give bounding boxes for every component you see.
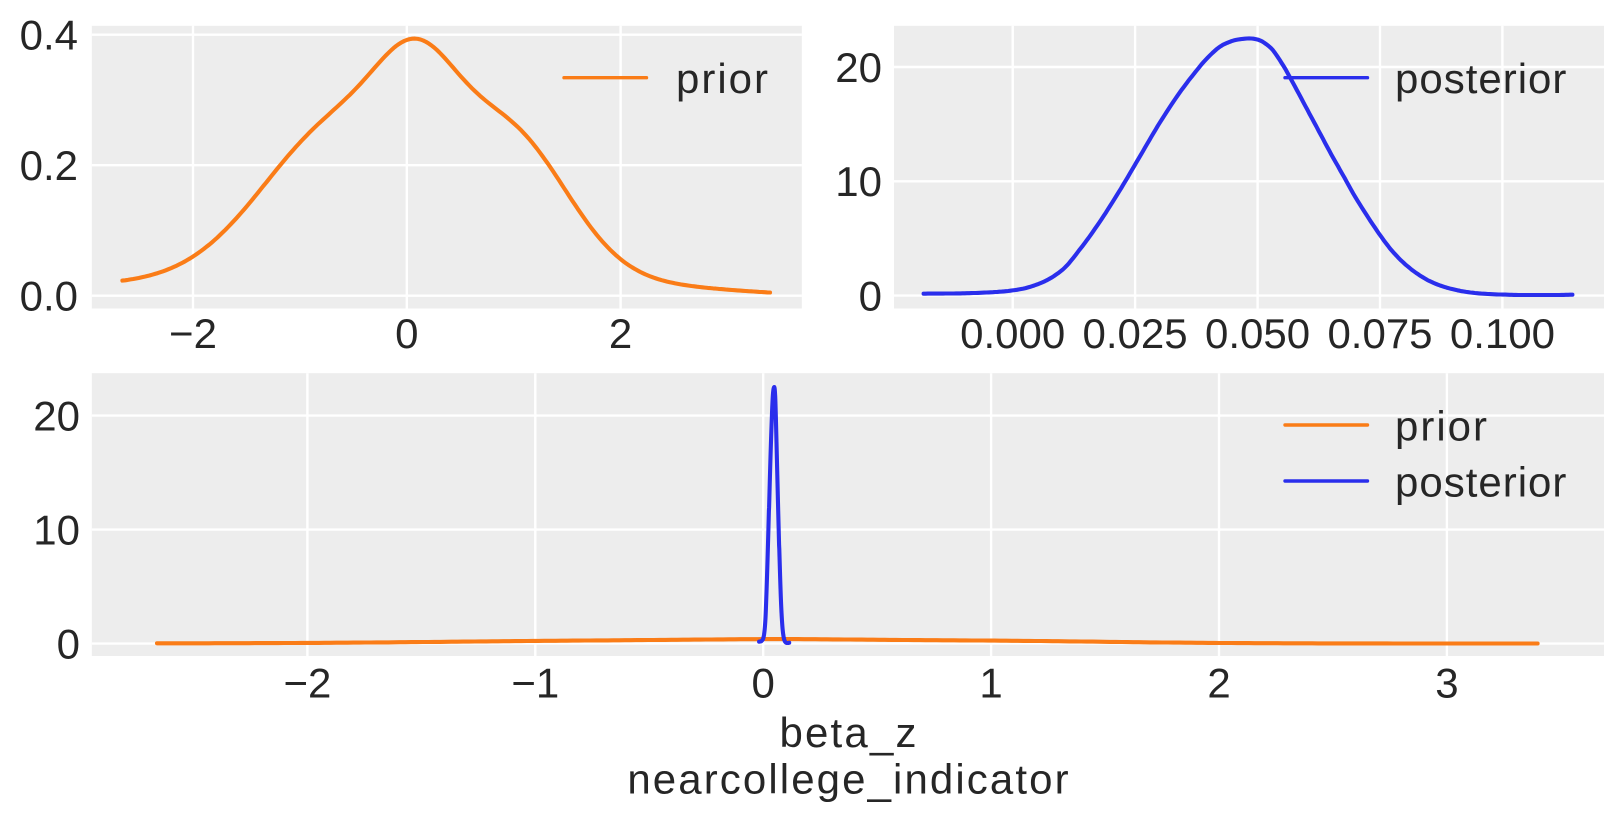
- svg-text:posterior: posterior: [1395, 459, 1567, 506]
- svg-text:0.075: 0.075: [1327, 310, 1432, 357]
- svg-text:3: 3: [1435, 659, 1458, 706]
- svg-text:20: 20: [835, 44, 882, 91]
- svg-text:1: 1: [979, 659, 1002, 706]
- svg-text:nearcollege_indicator: nearcollege_indicator: [627, 755, 1070, 802]
- svg-text:0: 0: [395, 310, 418, 357]
- svg-text:0.025: 0.025: [1083, 310, 1188, 357]
- svg-text:0: 0: [57, 621, 80, 668]
- svg-text:−2: −2: [169, 310, 217, 357]
- svg-text:prior: prior: [1395, 403, 1489, 450]
- svg-text:0: 0: [859, 273, 882, 320]
- svg-text:10: 10: [33, 507, 80, 554]
- svg-text:2: 2: [609, 310, 632, 357]
- svg-text:beta_z: beta_z: [779, 709, 918, 756]
- svg-text:posterior: posterior: [1395, 55, 1567, 102]
- svg-text:0.050: 0.050: [1205, 310, 1310, 357]
- svg-text:0.000: 0.000: [960, 310, 1065, 357]
- svg-text:2: 2: [1207, 659, 1230, 706]
- svg-text:10: 10: [835, 158, 882, 205]
- svg-text:0.0: 0.0: [20, 273, 78, 320]
- svg-text:−2: −2: [283, 659, 331, 706]
- svg-text:−1: −1: [511, 659, 559, 706]
- svg-text:20: 20: [33, 393, 80, 440]
- svg-text:0.100: 0.100: [1450, 310, 1555, 357]
- svg-text:0.4: 0.4: [20, 12, 78, 59]
- svg-text:0: 0: [752, 659, 775, 706]
- svg-text:prior: prior: [676, 55, 770, 102]
- svg-text:0.2: 0.2: [20, 142, 78, 189]
